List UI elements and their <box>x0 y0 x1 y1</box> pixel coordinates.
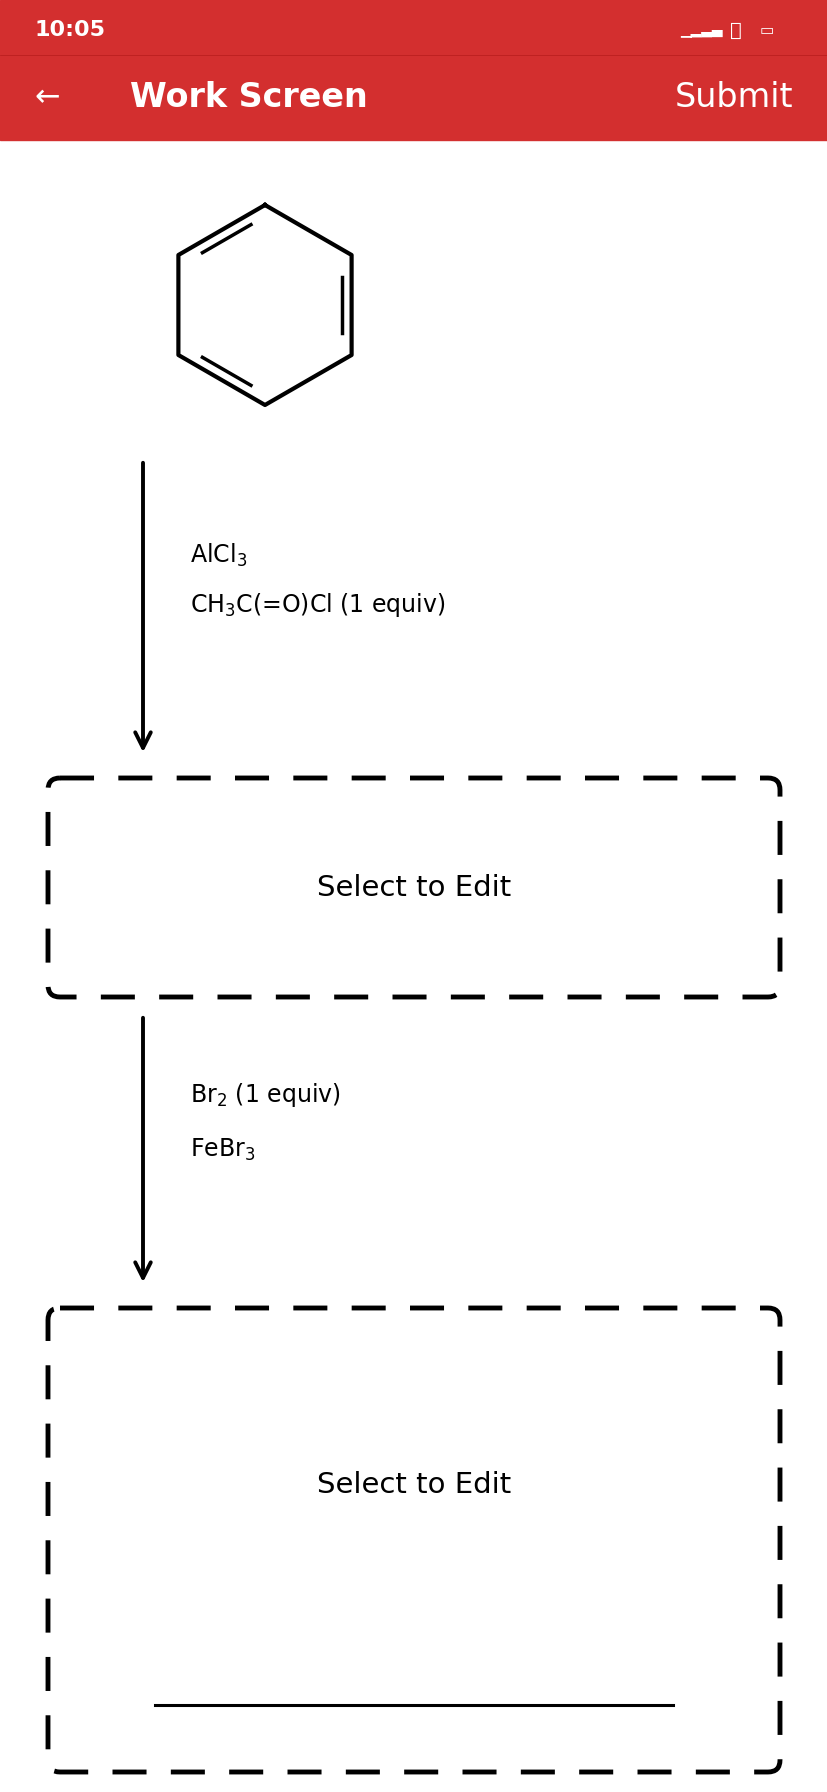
Text: ⌔: ⌔ <box>729 22 741 39</box>
Text: Br$_2$ (1 equiv): Br$_2$ (1 equiv) <box>189 1081 341 1109</box>
Bar <box>55 785 772 989</box>
Text: Submit: Submit <box>674 81 792 115</box>
Text: 10:05: 10:05 <box>35 20 106 39</box>
Text: ▭: ▭ <box>759 23 773 38</box>
Text: FeBr$_3$: FeBr$_3$ <box>189 1136 255 1163</box>
Text: CH$_3$C(=O)Cl (1 equiv): CH$_3$C(=O)Cl (1 equiv) <box>189 591 445 618</box>
Text: ←: ← <box>35 82 60 111</box>
Text: AlCl$_3$: AlCl$_3$ <box>189 541 246 568</box>
Text: ▁▂▃▄: ▁▂▃▄ <box>679 23 722 38</box>
Bar <box>0 0 827 140</box>
Text: Work Screen: Work Screen <box>130 81 367 115</box>
Text: Select to Edit: Select to Edit <box>317 873 510 901</box>
Text: Select to Edit: Select to Edit <box>317 1471 510 1498</box>
Bar <box>55 1315 772 1765</box>
